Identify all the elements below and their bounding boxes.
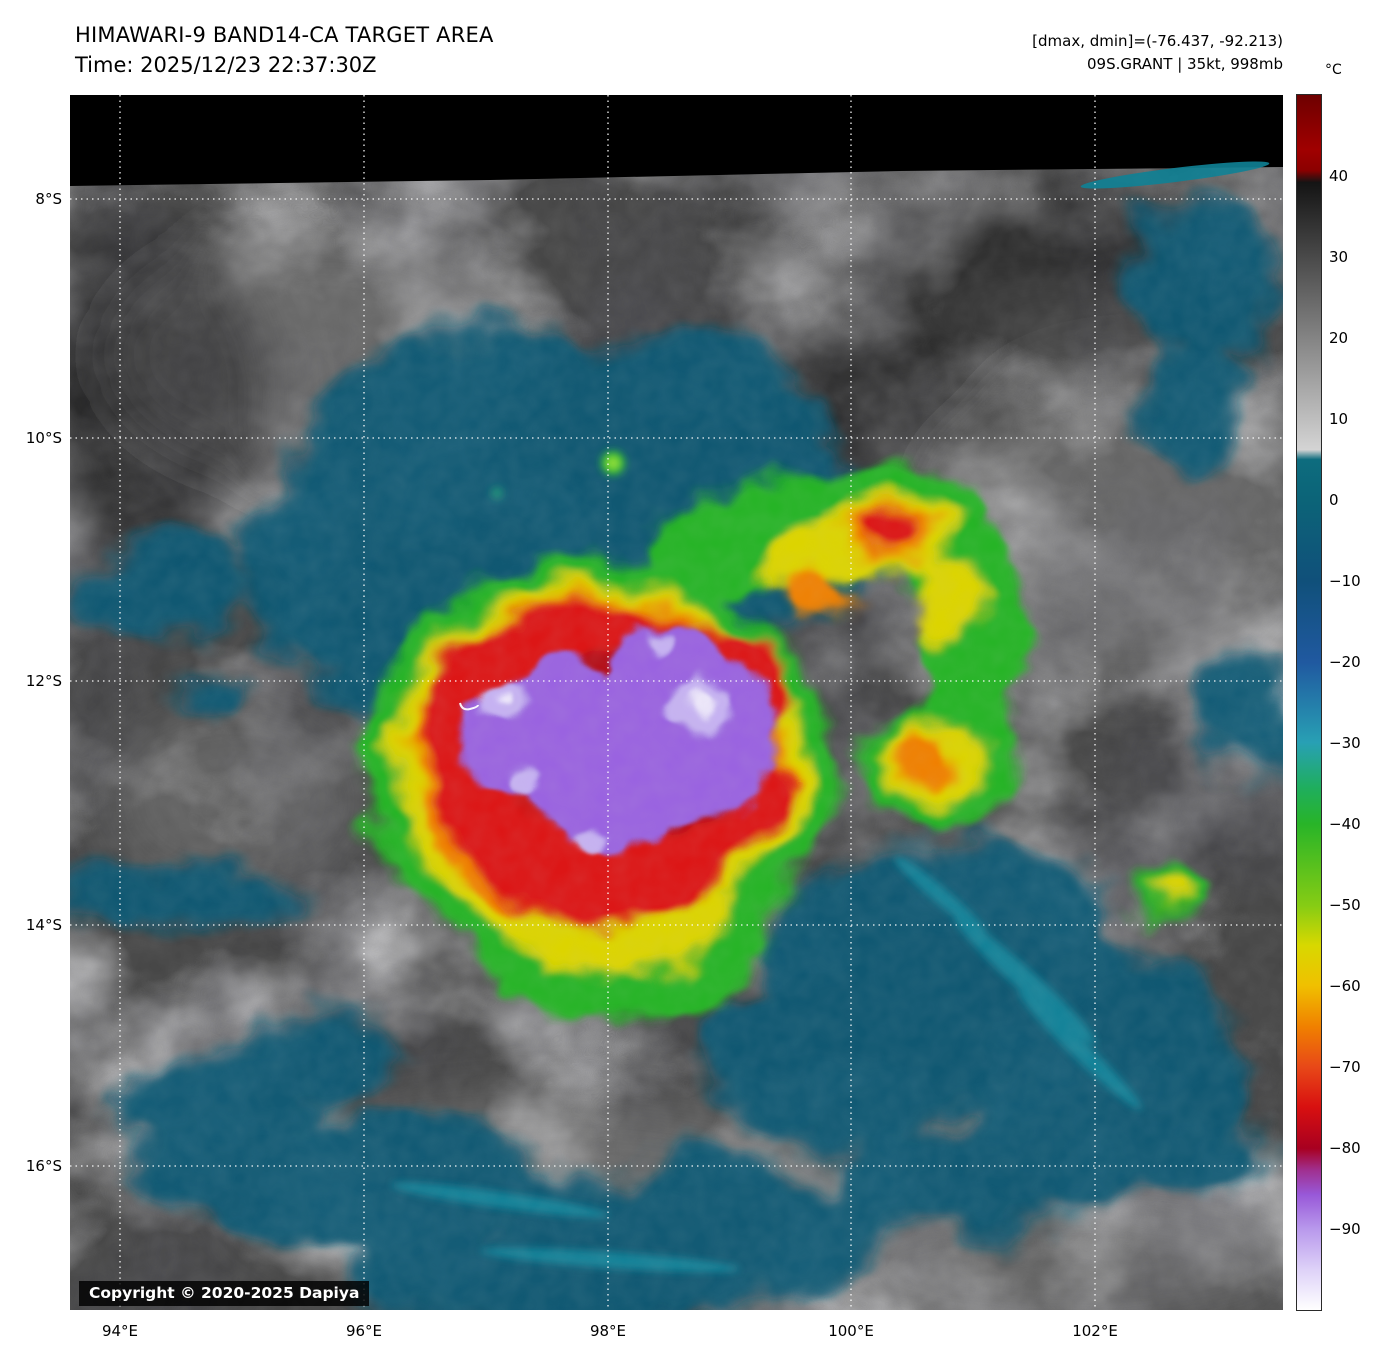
lat-tick: 8°S	[35, 190, 62, 208]
satellite-image	[70, 95, 1283, 1310]
colorbar-tick: −50	[1329, 896, 1361, 914]
colorbar-tick: −20	[1329, 653, 1361, 671]
lon-tick: 94°E	[101, 1322, 139, 1340]
colorbar-tick: −30	[1329, 734, 1361, 752]
colorbar-tick: −70	[1329, 1058, 1361, 1076]
copyright-badge: Copyright © 2020-2025 Dapiya	[79, 1281, 370, 1306]
lat-tick: 12°S	[25, 672, 62, 690]
grain-overlay	[70, 95, 1283, 1310]
lon-tick: 98°E	[589, 1322, 627, 1340]
product-time: Time: 2025/12/23 22:37:30Z	[75, 53, 377, 77]
colorbar-tick: −80	[1329, 1139, 1361, 1157]
colorbar-tick: −60	[1329, 977, 1361, 995]
colorbar-tick: 20	[1329, 329, 1349, 347]
colorbar-tick: 0	[1329, 491, 1339, 509]
lat-tick: 14°S	[25, 916, 62, 934]
colorbar-tick: 40	[1329, 167, 1349, 185]
satellite-map: Copyright © 2020-2025 Dapiya	[70, 95, 1283, 1310]
header-info: [dmax, dmin]=(-76.437, -92.213) 09S.GRAN…	[1032, 30, 1283, 76]
lat-tick: 16°S	[25, 1157, 62, 1175]
lon-tick: 96°E	[345, 1322, 383, 1340]
lat-lon-grid	[70, 95, 1283, 1310]
dmax-dmin-readout: [dmax, dmin]=(-76.437, -92.213)	[1032, 32, 1283, 50]
space-black-region	[70, 95, 1283, 186]
temperature-colorbar	[1296, 94, 1322, 1311]
colorbar-tick: −90	[1329, 1220, 1361, 1238]
lon-tick: 100°E	[828, 1322, 874, 1340]
lat-tick: 10°S	[25, 429, 62, 447]
product-title: HIMAWARI-9 BAND14-CA TARGET AREA	[75, 23, 494, 47]
limb-cirrus-streak	[1080, 161, 1270, 189]
colorbar-tick: 10	[1329, 410, 1349, 428]
header: HIMAWARI-9 BAND14-CA TARGET AREA Time: 2…	[75, 20, 494, 80]
colorbar-tick: 30	[1329, 248, 1349, 266]
colorbar-tick: −40	[1329, 815, 1361, 833]
storm-info-readout: 09S.GRANT | 35kt, 998mb	[1086, 55, 1283, 73]
colorbar-tick: −10	[1329, 572, 1361, 590]
lon-tick: 102°E	[1072, 1322, 1118, 1340]
colorbar-unit-label: °C	[1325, 62, 1342, 78]
